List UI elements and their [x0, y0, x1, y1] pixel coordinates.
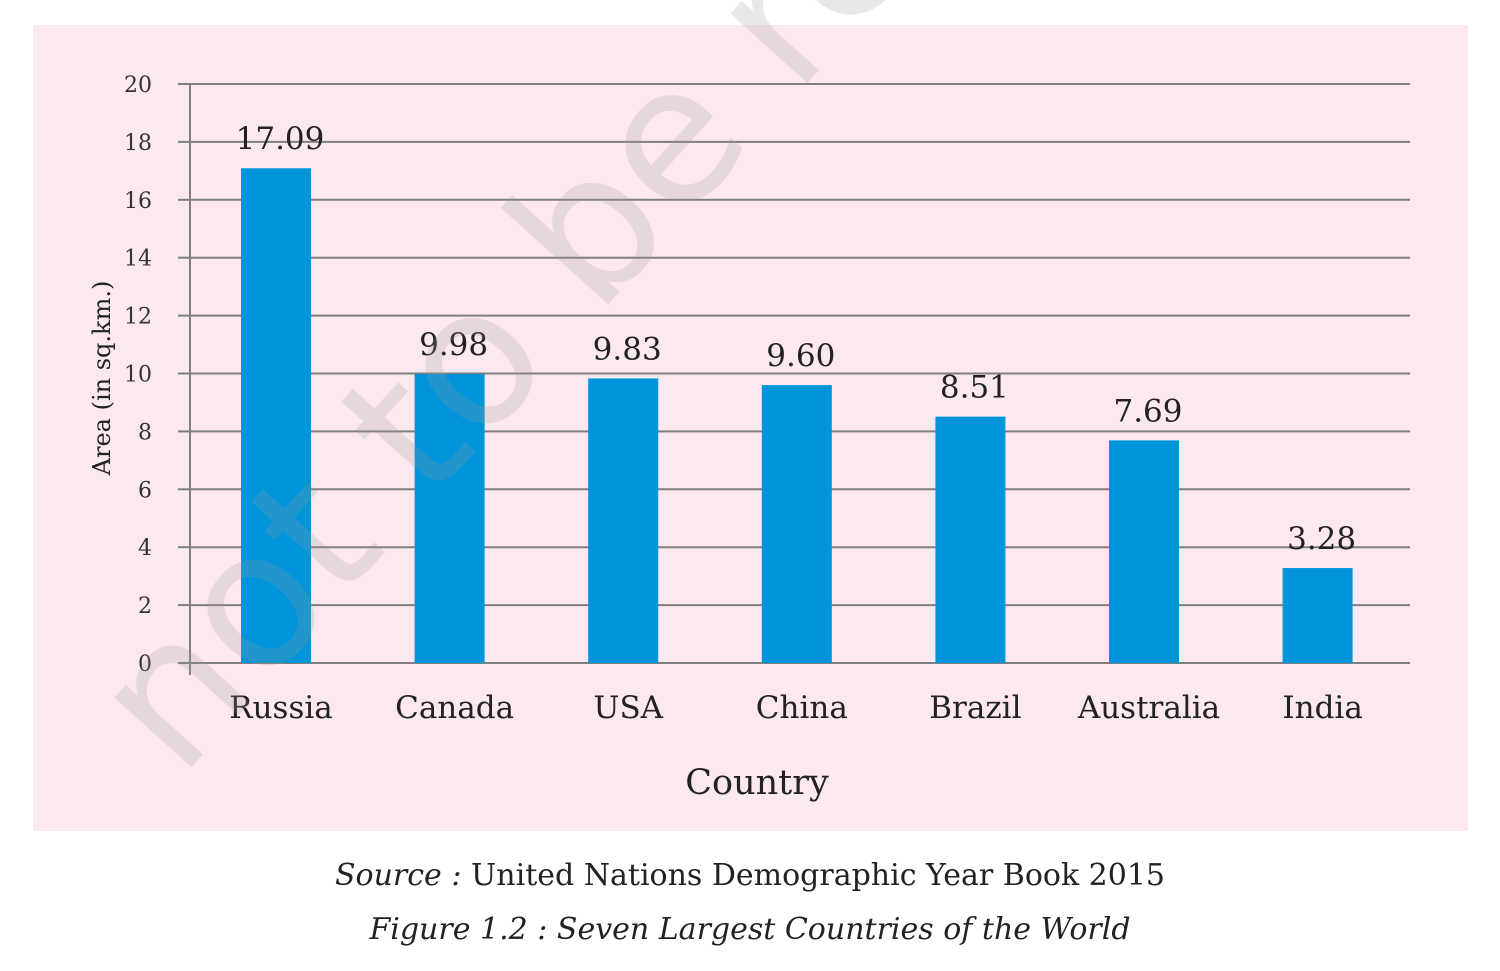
bar-brazil	[935, 416, 1006, 663]
value-label-india: 3.28	[1287, 521, 1356, 557]
bar-india	[1282, 568, 1353, 663]
figure-title: Figure 1.2 : Seven Largest Countries of …	[369, 912, 1131, 947]
x-tick-label-canada: Canada	[395, 690, 514, 726]
source-caption: Source : United Nations Demographic Year…	[0, 858, 1500, 893]
y-tick-label: 0	[138, 652, 152, 677]
value-label-china: 9.60	[766, 338, 835, 374]
y-tick-label: 12	[124, 305, 152, 330]
x-tick-label-china: China	[756, 690, 848, 726]
y-tick-label: 4	[138, 536, 152, 561]
y-tick-label: 6	[138, 478, 152, 503]
value-label-usa: 9.83	[593, 331, 662, 367]
value-label-australia: 7.69	[1113, 393, 1182, 429]
x-tick-label-australia: Australia	[1077, 690, 1220, 726]
bars	[241, 168, 1353, 663]
y-tick-label: 18	[124, 131, 152, 156]
x-tick-label-india: India	[1282, 690, 1362, 726]
y-tick-label: 2	[138, 594, 152, 619]
y-tick-label: 14	[124, 247, 152, 272]
y-tick-label: 20	[124, 73, 152, 98]
y-axis-title: Area (in sq.km.)	[88, 281, 116, 477]
bar-china	[761, 385, 832, 663]
y-tick-labels: 0 2 4 6 8 10 12 14 16 18 20	[124, 73, 152, 677]
x-tick-label-brazil: Brazil	[929, 690, 1021, 726]
x-tick-labels: Russia Canada USA China Brazil Australia India	[229, 690, 1363, 726]
y-tick-label: 10	[124, 363, 152, 388]
value-labels: 17.09 9.98 9.83 9.60 8.51 7.69 3.28	[236, 121, 1356, 557]
x-tick-label-usa: USA	[593, 690, 663, 726]
value-label-russia: 17.09	[236, 121, 325, 157]
bar-russia	[241, 168, 311, 663]
source-text: United Nations Demographic Year Book 201…	[461, 858, 1166, 893]
bar-australia	[1109, 440, 1179, 663]
x-axis-title: Country	[685, 763, 829, 803]
bar-canada	[414, 374, 485, 663]
value-label-canada: 9.98	[419, 327, 488, 363]
axes	[178, 83, 191, 675]
value-label-brazil: 8.51	[940, 370, 1009, 406]
x-tick-label-russia: Russia	[229, 690, 333, 726]
bar-usa	[588, 378, 659, 663]
y-tick-label: 8	[138, 420, 152, 445]
source-label: Source :	[334, 858, 462, 893]
y-tick-label: 16	[124, 189, 152, 214]
